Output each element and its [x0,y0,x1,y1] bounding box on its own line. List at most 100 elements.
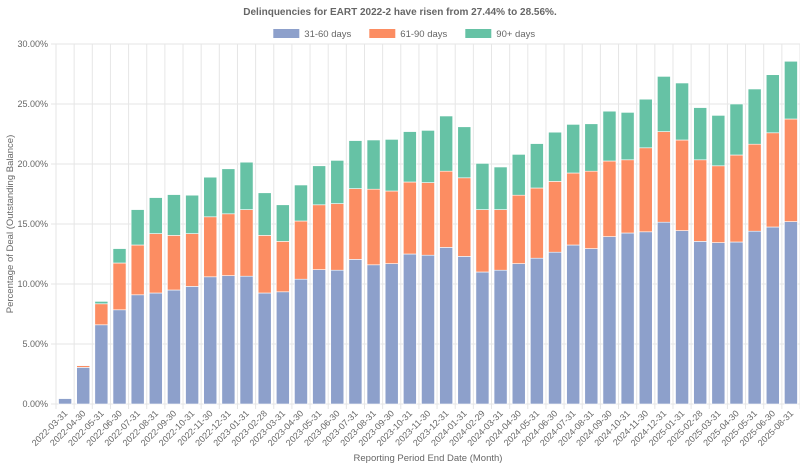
bar-segment-31-60-days [221,275,236,405]
gridlines [51,43,800,409]
bar-segment-90-days [657,76,671,132]
bar-segment-90-days [421,130,435,183]
bar-segment-31-60-days [638,231,653,405]
bar-segment-31-60-days [239,275,254,405]
bar-segment-31-60-days [185,286,199,405]
bar-segment-61-90-days [602,160,617,237]
y-tick-label: 20.00% [17,159,48,169]
bar-segment-31-60-days [130,294,145,405]
bar-segment-31-60-days [366,264,381,405]
bar-segment-90-days [403,131,417,183]
bar-segment-31-60-days [675,230,689,405]
bar-segment-90-days [638,98,653,149]
y-axis-title: Percentage of Deal (Outstanding Balance) [5,135,16,314]
bar-segment-61-90-days [257,235,272,294]
bar-segment-90-days [94,301,109,305]
bar-segment-31-60-days [112,309,127,405]
bar-segment-90-days [530,143,544,189]
bar-segment-90-days [239,161,254,210]
x-axis-title: Reporting Period End Date (Month) [354,453,503,464]
bar-segment-31-60-days [403,253,417,405]
bar-segment-31-60-days [765,226,780,405]
bar-segment-90-days [384,139,399,192]
bar-segment-90-days [348,140,363,189]
chart-title: Delinquencies for EART 2022-2 have risen… [243,7,557,18]
bar-segment-61-90-days [711,165,726,243]
bar-segment-31-60-days [275,291,290,405]
bar-segment-90-days [765,74,780,134]
bar-segment-90-days [493,166,508,210]
bar-segment-31-60-days [294,278,308,405]
bar-segment-61-90-days [185,233,199,287]
bar-segment-61-90-days [112,262,127,311]
y-tick-label: 15.00% [17,219,48,229]
bar-segment-61-90-days [457,177,472,257]
bar-segment-61-90-days [657,131,671,223]
y-tick-label: 30.00% [17,39,48,49]
y-tick-label: 0.00% [22,399,48,409]
bars [58,60,798,405]
bar-segment-31-60-days [566,244,581,405]
bar-segment-90-days [475,163,490,210]
bar-segment-61-90-days [566,172,581,246]
bar-segment-61-90-days [294,220,308,280]
bar-segment-31-60-days [257,292,272,405]
bar-segment-61-90-days [784,118,798,222]
bar-segment-90-days [693,107,708,161]
bar-segment-31-60-days [657,221,671,405]
bar-segment-61-90-days [620,159,635,234]
bar-segment-31-60-days [711,242,726,405]
bar-segment-90-days [167,194,181,236]
bar-segment-31-60-days [384,263,399,405]
bar-segment-90-days [76,364,91,366]
bar-segment-61-90-days [638,147,653,233]
bar-segment-90-days [784,60,798,120]
bar-segment-90-days [221,168,236,215]
bar-segment-90-days [366,139,381,190]
bar-segment-31-60-days [439,247,453,405]
bar-segment-61-90-days [130,244,145,296]
bar-segment-31-60-days [330,269,345,405]
y-tick-label: 25.00% [17,99,48,109]
bar-segment-31-60-days [747,230,762,405]
bar-segment-90-days [185,194,199,234]
bar-segment-61-90-days [403,181,417,255]
legend-swatch [369,29,396,38]
bar-segment-31-60-days [784,221,798,405]
bar-segment-90-days [257,192,272,236]
bar-segment-90-days [457,126,472,179]
bar-segment-31-60-days [421,254,435,405]
bar-segment-31-60-days [348,259,363,405]
bar-segment-31-60-days [511,263,526,405]
bar-segment-90-days [112,248,127,264]
bar-segment-61-90-days [729,154,744,243]
bar-segment-31-60-days [58,398,72,405]
bar-segment-61-90-days [421,182,435,256]
bar-segment-61-90-days [312,204,326,270]
bar-segment-90-days [294,184,308,222]
bar-segment-61-90-days [239,209,254,277]
bar-segment-90-days [548,131,562,182]
bar-segment-90-days [747,88,762,145]
bar-segment-31-60-days [94,324,109,405]
bar-segment-61-90-days [348,188,363,260]
bar-segment-90-days [620,112,635,161]
bar-segment-90-days [584,123,599,172]
bar-segment-61-90-days [366,188,381,266]
bar-segment-61-90-days [548,181,562,253]
bar-segment-31-60-days [729,241,744,405]
bar-segment-90-days [330,160,345,204]
legend-label: 90+ days [496,29,535,40]
y-tick-label: 10.00% [17,279,48,289]
bar-segment-61-90-days [384,190,399,264]
legend-swatch [465,29,492,38]
bar-segment-61-90-days [94,303,109,326]
bar-segment-61-90-days [330,203,345,271]
bar-segment-31-60-days [530,257,544,405]
bar-segment-31-60-days [475,271,490,405]
bar-segment-90-days [130,209,145,246]
bar-segment-31-60-days [76,367,91,405]
legend-label: 61-90 days [400,29,447,40]
legend-swatch [273,29,300,38]
